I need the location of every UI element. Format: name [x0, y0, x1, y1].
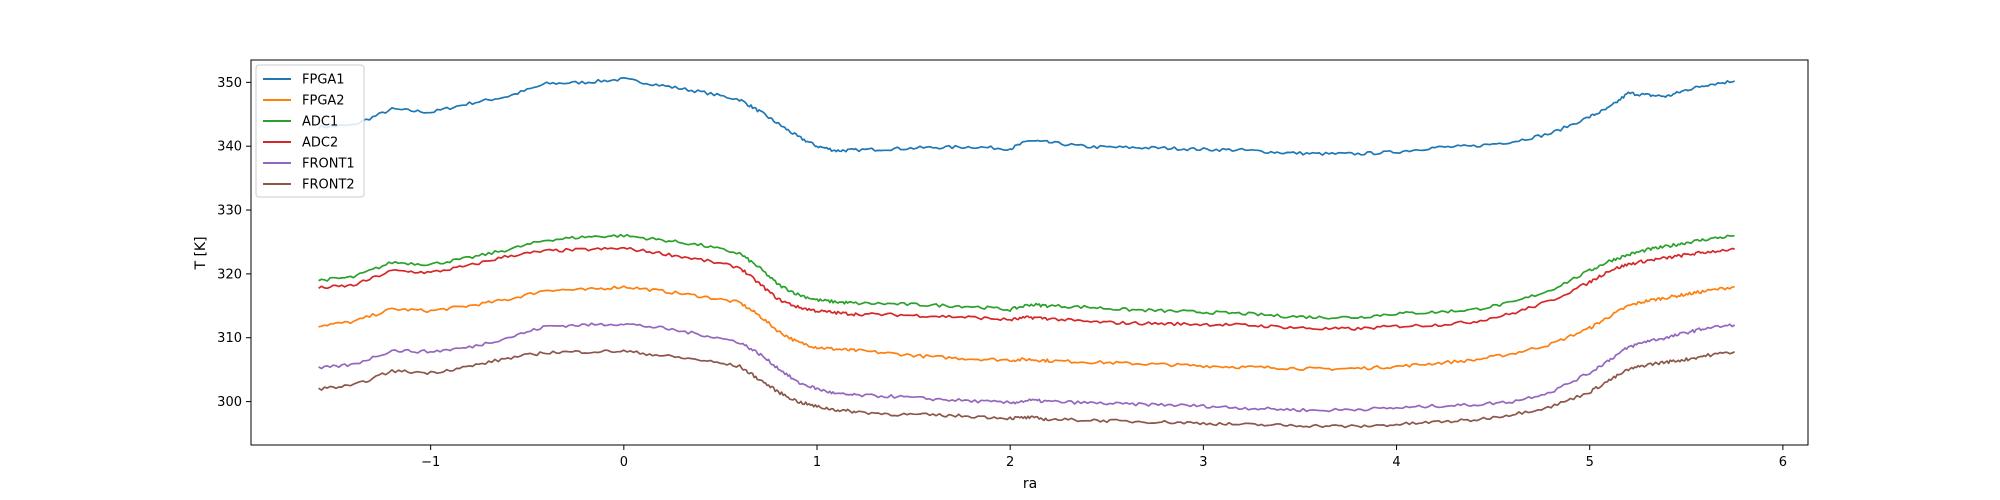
- series-line-adc1: [318, 233, 1735, 320]
- y-axis-ticks: 300 310 320 330 340 350: [217, 76, 251, 410]
- series-line-fpga1: [317, 77, 1735, 156]
- x-tick-label: 5: [1586, 455, 1594, 470]
- series-line-adc2: [318, 246, 1735, 331]
- x-axis-label: ra: [1023, 476, 1037, 492]
- y-tick-label: 320: [217, 267, 242, 282]
- legend-label-front1: FRONT1: [302, 157, 355, 172]
- y-tick-label: 310: [217, 331, 242, 346]
- x-tick-label: 1: [813, 455, 821, 470]
- y-axis-label: T [K]: [193, 236, 209, 270]
- legend-label-front2: FRONT2: [302, 178, 355, 193]
- x-tick-label: 0: [620, 455, 628, 470]
- x-tick-label: 3: [1199, 455, 1207, 470]
- x-tick-label: −1: [421, 455, 440, 470]
- x-tick-label: 4: [1392, 455, 1400, 470]
- axes-frame: [250, 59, 1809, 446]
- legend: FPGA1 FPGA2 ADC1 ADC2 FRONT1 FRONT2: [255, 64, 365, 198]
- plot-lines: [317, 77, 1736, 429]
- y-tick-label: 300: [217, 395, 242, 410]
- series-line-front1: [318, 322, 1736, 413]
- x-tick-label: 2: [1006, 455, 1014, 470]
- y-tick-label: 340: [217, 140, 242, 155]
- y-tick-label: 330: [217, 204, 242, 219]
- legend-label-adc2: ADC2: [302, 136, 338, 151]
- y-tick-label: 350: [217, 76, 242, 91]
- legend-label-fpga2: FPGA2: [302, 94, 345, 109]
- series-line-front2: [318, 349, 1735, 429]
- legend-entries: FPGA1 FPGA2 ADC1 ADC2 FRONT1 FRONT2: [263, 73, 355, 193]
- legend-label-fpga1: FPGA1: [302, 73, 345, 88]
- x-tick-label: 6: [1779, 455, 1787, 470]
- x-axis-ticks: −1 0 1 2 3 4 5 6: [421, 445, 1787, 470]
- series-line-fpga2: [318, 285, 1735, 372]
- legend-label-adc1: ADC1: [302, 115, 338, 130]
